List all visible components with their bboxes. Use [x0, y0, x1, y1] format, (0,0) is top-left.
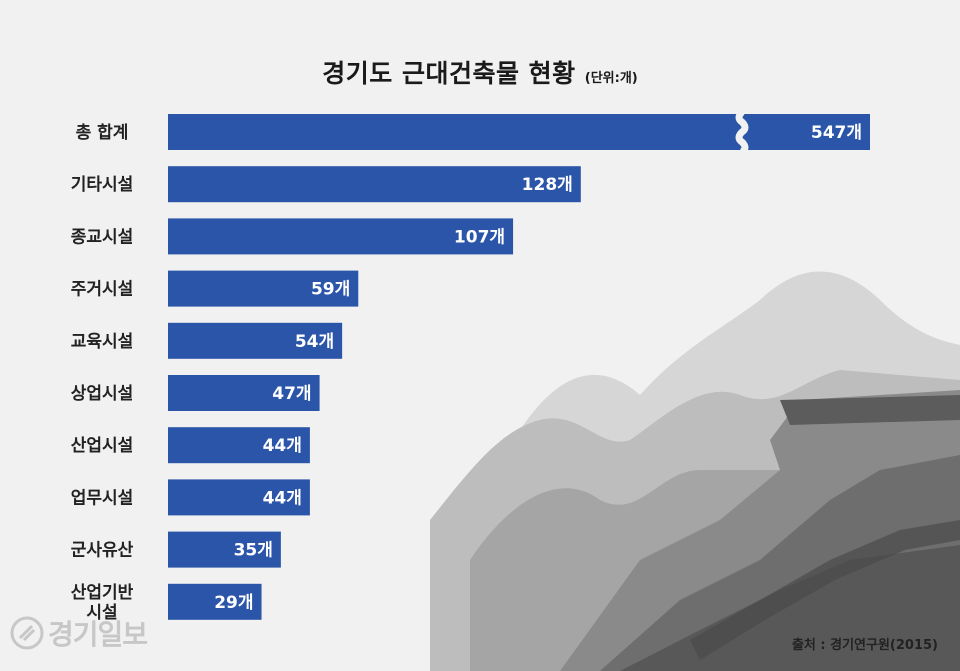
bar [168, 114, 870, 150]
category-label: 상업시설 [71, 384, 134, 404]
bar-value-label: 59개 [311, 280, 350, 300]
logo-text: 경기일보 [48, 618, 148, 651]
source-note: 출처 : 경기연구원(2015) [791, 638, 938, 653]
bar [168, 479, 310, 516]
bar [168, 427, 310, 464]
title-text: 경기도 근대건축물 현황 [322, 59, 576, 88]
unit-note: (단위:개) [584, 71, 638, 86]
bar-value-label: 35개 [234, 541, 273, 561]
bar-value-label: 547개 [811, 123, 862, 143]
category-label: 업무시설 [71, 488, 134, 508]
category-label: 기타시설 [71, 175, 134, 195]
bar [168, 322, 343, 359]
bar-value-label: 47개 [272, 384, 311, 404]
bar [168, 583, 262, 620]
bar-value-label: 128개 [522, 175, 573, 195]
category-label: 교육시설 [71, 332, 134, 352]
category-label: 산업기반 시설 [71, 583, 134, 623]
category-label: 총 합계 [76, 122, 129, 143]
category-label: 군사유산 [71, 541, 134, 561]
bar-value-label: 29개 [214, 593, 253, 613]
axis-break-mark [735, 109, 749, 155]
category-label: 주거시설 [71, 280, 134, 300]
publisher-logo: 경기일보 [10, 613, 148, 653]
bar-value-label: 44개 [263, 436, 302, 456]
bar-value-label: 54개 [295, 332, 334, 352]
bar [168, 218, 514, 255]
category-label: 산업시설 [71, 436, 134, 456]
bar [168, 375, 320, 411]
bar [168, 270, 359, 307]
bar [168, 166, 581, 203]
bar [168, 531, 281, 568]
logo-emblem-icon [10, 616, 44, 650]
bar-value-label: 107개 [454, 227, 505, 247]
category-label: 종교시설 [71, 227, 134, 247]
bar-value-label: 44개 [263, 488, 302, 508]
chart-title: 경기도 근대건축물 현황 (단위:개) [0, 54, 960, 90]
